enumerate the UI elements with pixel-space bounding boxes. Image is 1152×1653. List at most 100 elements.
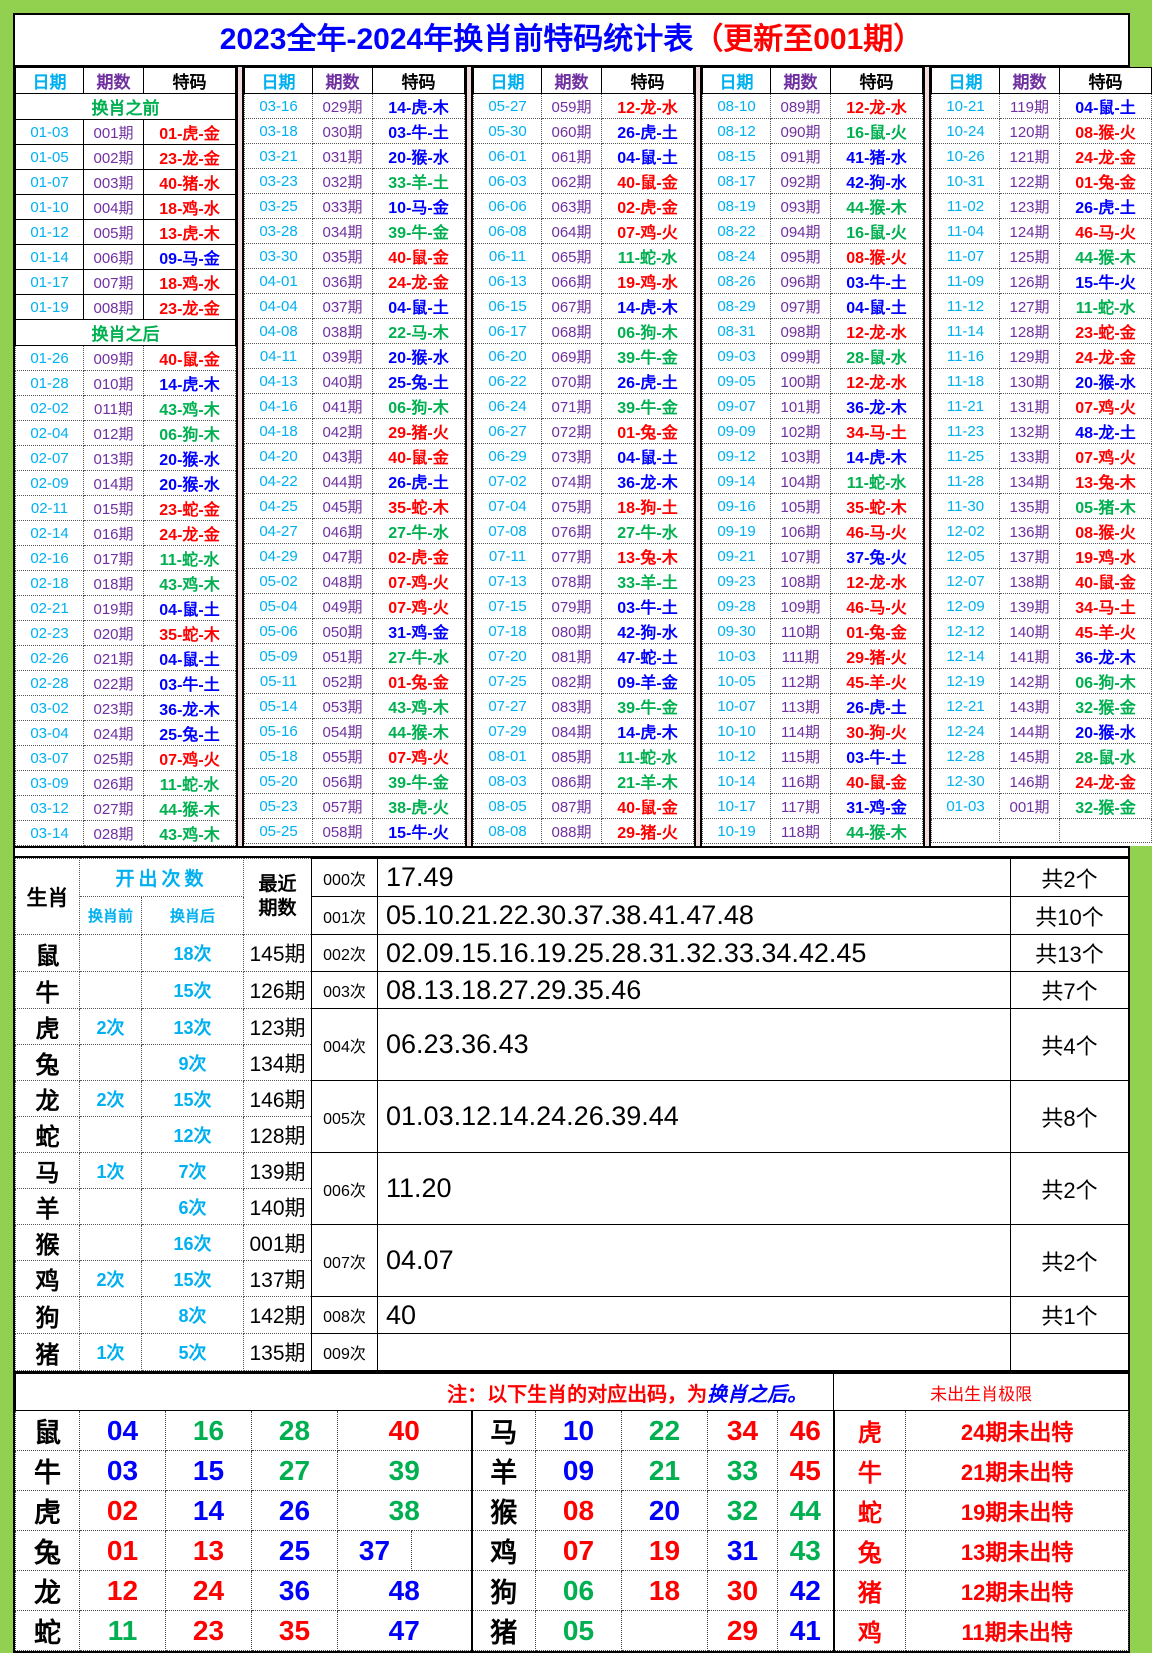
table-row: 04-08 038期 22-马-木	[244, 318, 465, 344]
section-row: 换肖之后	[15, 319, 236, 346]
date-cell: 11-12	[931, 293, 1000, 319]
header-row: 日期 期数 特码	[473, 67, 694, 94]
period-cell: 056期	[312, 768, 373, 794]
title-main-text: 2023全年-2024年换肖前特码统计表	[219, 23, 694, 56]
period-cell: 028期	[83, 820, 144, 846]
period-cell: 033期	[312, 193, 373, 219]
date-cell: 02-02	[15, 395, 84, 421]
frequency-numbers: 05.10.21.22.30.37.38.41.47.48	[377, 896, 1012, 935]
table-row: 07-29 084期 14-虎-木	[473, 718, 694, 744]
period-cell: 092期	[770, 168, 831, 194]
recent-period-cell: 135期	[243, 1333, 313, 1371]
code-cell: 45-羊-火	[1059, 618, 1152, 644]
code-cell: 26-虎-土	[830, 693, 923, 719]
code-cell: 18-狗-土	[601, 493, 694, 519]
number-cell: 32	[707, 1490, 778, 1531]
table-row: 01-19 008期 23-龙-金	[15, 294, 236, 320]
period-group-5: 日期 期数 特码 10-21 119期 04-鼠-土 10-24 120期 08-猴-火 10-2…	[929, 67, 1152, 846]
frequency-numbers: 01.03.12.14.24.26.39.44	[377, 1080, 1012, 1153]
number-cell: 43	[776, 1530, 835, 1571]
recent-period-cell: 140期	[243, 1188, 313, 1225]
limit-text-cell: 11期未出特	[905, 1610, 1130, 1651]
number-cell: 44	[776, 1490, 835, 1531]
date-cell: 02-21	[15, 595, 84, 621]
code-cell: 01-兔-金	[372, 668, 465, 694]
table-row: 08-03 086期 21-羊-木	[473, 768, 694, 794]
table-row: 01-28 010期 14-虎-木	[15, 370, 236, 396]
code-cell: 46-马-火	[830, 593, 923, 619]
code-cell: 04-鼠-土	[143, 595, 236, 621]
summary-row: 虎 2次 13次 123期 004次 06.23.36.43 共4个	[15, 1008, 1130, 1081]
period-cell: 001期	[83, 119, 144, 145]
number-cell: 39	[337, 1450, 472, 1491]
period-cell: 035期	[312, 243, 373, 269]
code-cell: 04-鼠-土	[601, 443, 694, 469]
period-cell: 095期	[770, 243, 831, 269]
number-cell: 29	[707, 1610, 778, 1651]
table-row: 11-14 128期 23-蛇-金	[931, 318, 1152, 344]
after-count-cell: 13次	[140, 1008, 245, 1045]
number-cell: 15	[165, 1450, 252, 1491]
period-cell: 121期	[999, 143, 1060, 169]
zodiac-left-cell: 牛	[15, 1450, 80, 1491]
frequency-count: 共7个	[1010, 971, 1130, 1009]
number-cell	[411, 1530, 472, 1571]
date-cell: 02-23	[15, 620, 84, 646]
table-row: 04-22 044期 26-虎-土	[244, 468, 465, 494]
code-cell: 39-牛-金	[601, 343, 694, 369]
date-cell: 04-25	[244, 493, 313, 519]
code-cell: 14-虎-木	[372, 93, 465, 119]
limit-zodiac-cell: 虎	[832, 1410, 907, 1451]
table-row: 08-08 088期 29-猪-火	[473, 818, 694, 844]
period-group-2: 日期 期数 特码 03-16 029期 14-虎-木 03-18 030期 03-牛-土 03-2…	[242, 67, 467, 846]
date-cell: 11-28	[931, 468, 1000, 494]
code-cell: 14-虎-木	[601, 718, 694, 744]
table-row: 07-25 082期 09-羊-金	[473, 668, 694, 694]
code-cell: 30-狗-火	[830, 718, 923, 744]
period-cell: 026期	[83, 770, 144, 796]
code-column-header: 特码	[143, 67, 236, 94]
code-cell: 11-蛇-水	[601, 243, 694, 269]
summary-row: 猴 16次 001期 007次 04.07 共2个	[15, 1224, 1130, 1297]
period-cell: 143期	[999, 693, 1060, 719]
date-cell: 11-23	[931, 418, 1000, 444]
period-cell: 117期	[770, 793, 831, 819]
period-cell: 037期	[312, 293, 373, 319]
period-cell: 053期	[312, 693, 373, 719]
code-cell: 11-蛇-水	[830, 468, 923, 494]
table-row: 11-23 132期 48-龙-土	[931, 418, 1152, 444]
table-row: 03-28 034期 39-牛-金	[244, 218, 465, 244]
frequency-count: 共13个	[1010, 934, 1130, 972]
period-cell: 039期	[312, 343, 373, 369]
code-cell: 16-鼠-火	[830, 118, 923, 144]
code-cell: 28-鼠-水	[1059, 743, 1152, 769]
table-row: 10-10 114期 30-狗-火	[702, 718, 923, 744]
date-cell: 10-19	[702, 818, 771, 844]
date-cell: 11-16	[931, 343, 1000, 369]
date-cell: 08-05	[473, 793, 542, 819]
recent-period-cell: 123期	[243, 1008, 313, 1045]
period-cell: 060期	[541, 118, 602, 144]
table-row: 08-26 096期 03-牛-土	[702, 268, 923, 294]
table-row: 05-09 051期 27-牛-水	[244, 643, 465, 669]
code-cell: 24-龙-金	[143, 520, 236, 546]
period-cell: 085期	[541, 743, 602, 769]
date-cell: 01-28	[15, 370, 84, 396]
code-cell: 40-鼠-金	[143, 345, 236, 371]
summary-row: 龙 2次 15次 146期 005次 01.03.12.14.24.26.39.44 共8个	[15, 1080, 1130, 1153]
date-cell: 06-03	[473, 168, 542, 194]
code-cell: 25-兔-土	[372, 368, 465, 394]
frequency-numbers: 06.23.36.43	[377, 1008, 1012, 1081]
date-cell: 09-03	[702, 343, 771, 369]
code-cell: 43-鸡-木	[143, 820, 236, 846]
before-count-cell	[79, 1188, 142, 1225]
table-row	[931, 818, 1152, 843]
limit-zodiac-cell: 蛇	[832, 1490, 907, 1531]
period-cell: 071期	[541, 393, 602, 419]
code-cell: 08-猴-火	[1059, 118, 1152, 144]
period-group-1: 日期 期数 特码 换肖之前 01-03 001期 01-虎-金 01-05 002期 23-龙-金…	[15, 67, 238, 846]
code-column-header: 特码	[372, 67, 465, 94]
table-row: 10-03 111期 29-猪-火	[702, 643, 923, 669]
period-cell: 007期	[83, 269, 144, 295]
date-cell: 05-16	[244, 718, 313, 744]
